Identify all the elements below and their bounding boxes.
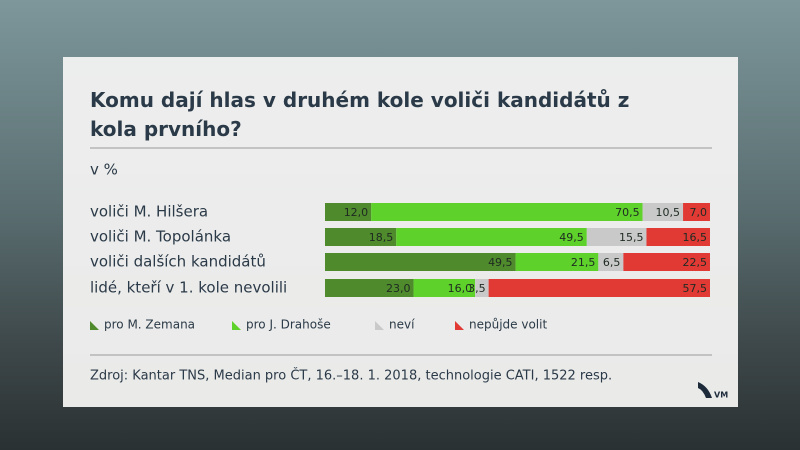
value-label: 6,5 bbox=[603, 256, 621, 269]
value-label: 70,5 bbox=[615, 206, 640, 219]
legend-label: pro M. Zemana bbox=[104, 318, 195, 332]
bar-segment bbox=[396, 228, 587, 246]
legend-label: neví bbox=[389, 318, 415, 332]
value-label: 22,5 bbox=[683, 256, 708, 269]
logo: VM bbox=[714, 391, 728, 400]
value-label: 3,5 bbox=[468, 282, 486, 295]
legend-label: pro J. Drahoše bbox=[246, 318, 331, 332]
bar-segment bbox=[325, 228, 397, 246]
bar-segment bbox=[683, 203, 710, 221]
legend-swatch bbox=[90, 321, 99, 330]
bar-segment bbox=[623, 253, 710, 271]
category-label: lidé, kteří v 1. kole nevolili bbox=[90, 279, 287, 297]
bar-segment bbox=[642, 203, 684, 221]
value-label: 49,5 bbox=[559, 231, 584, 244]
legend-swatch bbox=[455, 321, 464, 330]
value-label: 15,5 bbox=[619, 231, 644, 244]
value-label: 23,0 bbox=[386, 282, 411, 295]
category-label: voliči M. Topolánka bbox=[90, 228, 231, 246]
bar-segment bbox=[371, 203, 643, 221]
bar-segment bbox=[598, 253, 624, 271]
value-label: 12,0 bbox=[344, 206, 369, 219]
chart-title: Komu dají hlas v druhém kole voliči kand… bbox=[90, 88, 630, 141]
value-label: 16,5 bbox=[683, 231, 708, 244]
bar-segment bbox=[413, 279, 476, 297]
subtitle: v % bbox=[90, 161, 118, 179]
logo-mark bbox=[698, 382, 712, 398]
category-label: voliči M. Hilšera bbox=[90, 203, 208, 221]
value-label: 57,5 bbox=[683, 282, 708, 295]
bar-segment bbox=[646, 228, 710, 246]
bar-segment bbox=[586, 228, 647, 246]
bar-segment bbox=[325, 279, 414, 297]
bar-segment bbox=[488, 279, 710, 297]
legend-swatch bbox=[375, 321, 384, 330]
source: Zdroj: Kantar TNS, Median pro ČT, 16.–18… bbox=[90, 368, 612, 384]
value-label: 49,5 bbox=[488, 256, 513, 269]
value-label: 10,5 bbox=[656, 206, 681, 219]
value-label: 7,0 bbox=[690, 206, 708, 219]
bar-segment bbox=[325, 203, 372, 221]
legend-swatch bbox=[232, 321, 241, 330]
bar-segment bbox=[475, 279, 489, 297]
legend-label: nepůjde volit bbox=[469, 318, 547, 332]
category-label: voliči dalších kandidátů bbox=[90, 253, 266, 271]
bar-segment bbox=[325, 253, 516, 271]
value-label: 16,0 bbox=[448, 282, 473, 295]
value-label: 21,5 bbox=[571, 256, 596, 269]
bar-segment bbox=[515, 253, 599, 271]
value-label: 18,5 bbox=[369, 231, 394, 244]
